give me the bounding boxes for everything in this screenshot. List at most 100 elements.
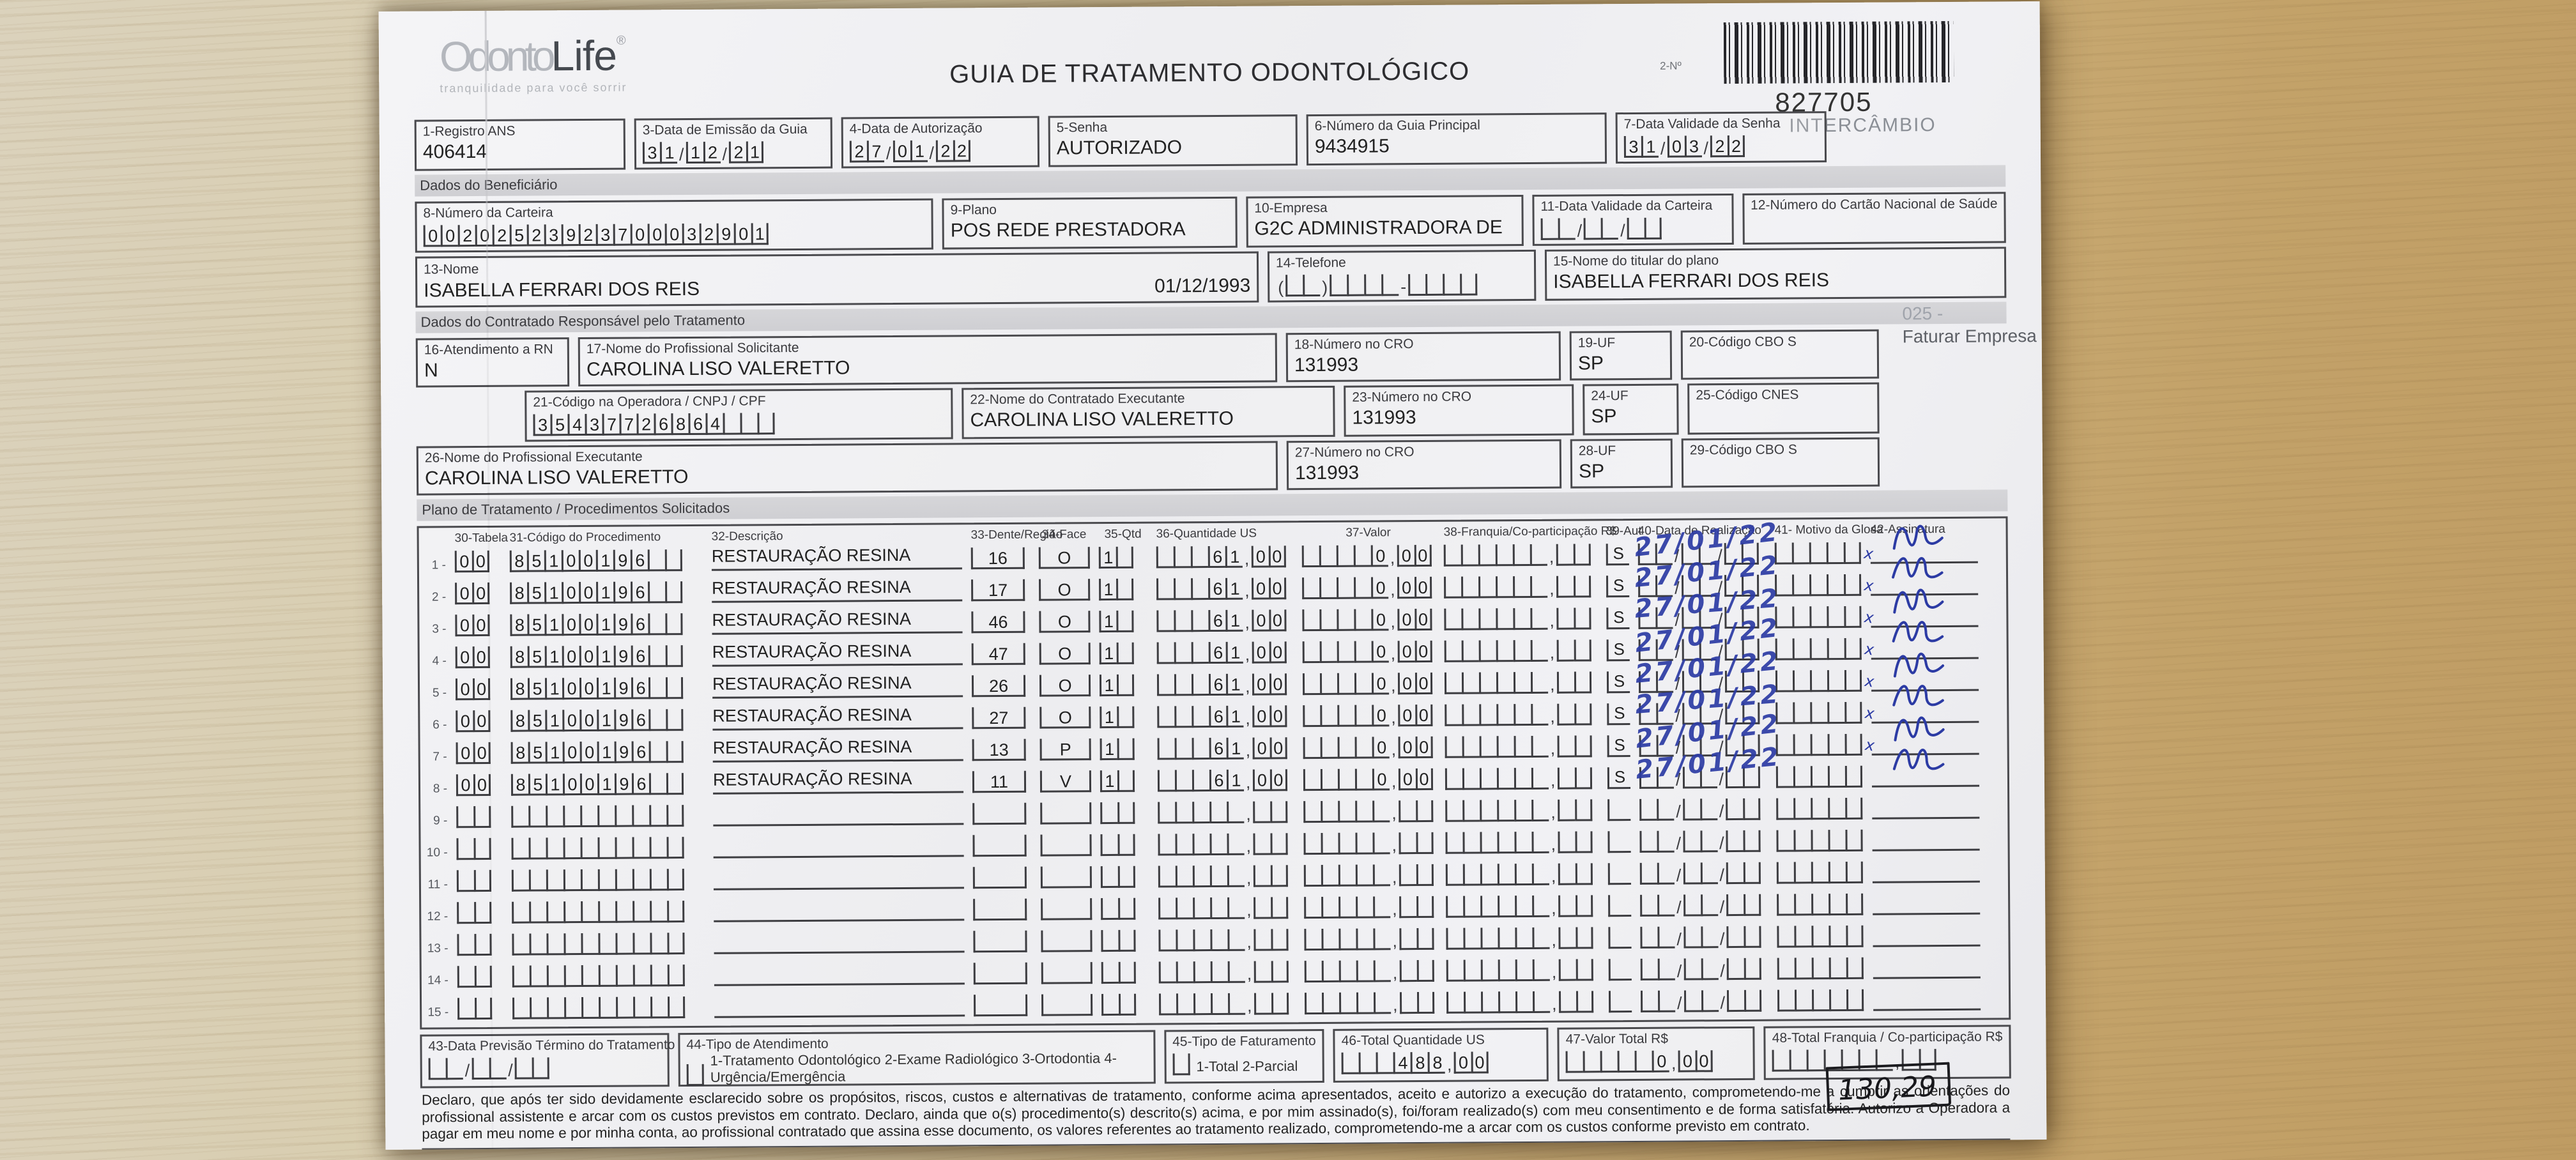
comb-cell (1337, 641, 1354, 663)
comb-cell: 0 (1414, 640, 1432, 663)
comb-cell: 0 (472, 614, 490, 637)
comb-cell: 2 (935, 140, 954, 162)
comb-separator: / (1676, 866, 1682, 885)
comb-cell (564, 933, 581, 956)
comb-cell (1809, 542, 1827, 565)
comb-cell (1573, 544, 1591, 566)
assinatura-line (1872, 793, 1980, 820)
field-titular-plano: 15-Nome do titular do plano ISABELLA FER… (1544, 247, 2007, 301)
comb-cell: 5 (527, 582, 545, 604)
data-realizacao-comb: / / (1640, 958, 1768, 981)
comb-cell (1271, 961, 1289, 983)
comb-cell: P (1039, 738, 1091, 761)
comb-cell (972, 802, 1027, 825)
franquia-comb: , (1446, 991, 1600, 1014)
comb-cell (1227, 897, 1245, 919)
face-comb (1041, 994, 1093, 1016)
comb-cell (1381, 274, 1399, 296)
comb-separator: , (1246, 900, 1252, 920)
comb-cell (1644, 217, 1662, 240)
comb-cell (1743, 830, 1761, 852)
assinatura-line (1872, 825, 1980, 851)
comb-cell (1338, 928, 1356, 950)
comb-cell (514, 1057, 532, 1080)
comb-cell (632, 869, 650, 891)
comb-cell (1337, 736, 1355, 759)
comb-cell (1399, 928, 1417, 950)
signature-scribble-icon (1894, 716, 1945, 742)
comb-cell: 3 (533, 414, 551, 436)
comb-cell: 0 (1268, 609, 1287, 632)
comb-cell (1495, 544, 1513, 567)
comb-cell (1478, 544, 1496, 567)
dente-comb: 16 (970, 547, 1030, 570)
comb-separator: , (1245, 772, 1251, 792)
comb-cell (632, 965, 650, 987)
row-number: 6 - (433, 718, 447, 732)
procedure-row: 15 -,,, / / (427, 984, 2001, 1020)
comb-cell: 2 (699, 223, 717, 245)
comb-cell (1319, 577, 1337, 599)
comb-cell (1303, 768, 1321, 791)
comb-cell (1497, 800, 1515, 822)
comb-cell (597, 837, 615, 859)
comb-cell: 3 (544, 224, 562, 247)
face-comb: O (1039, 579, 1091, 601)
tabela-comb (456, 837, 502, 860)
assinatura-line (1871, 588, 1979, 628)
comb-cell: 0 (1371, 609, 1389, 631)
comb-cell (666, 869, 684, 891)
comb-cell (563, 869, 581, 892)
comb-cell (1461, 576, 1479, 599)
field-senha: 5-Senha AUTORIZADO (1048, 114, 1298, 167)
comb-separator: / (1719, 834, 1724, 853)
comb-cell (1416, 896, 1434, 919)
comb-separator: , (1390, 612, 1396, 632)
comb-cell: 1 (1100, 738, 1117, 761)
comb-separator: / (929, 143, 935, 163)
comb-cell: 9 (613, 581, 631, 604)
field-cro-18: 18-Número no CRO 131993 (1285, 331, 1561, 383)
procedure-row: 11 -,,, / / (426, 857, 2000, 892)
comb-cell (1253, 897, 1271, 919)
comb-cell (1444, 608, 1462, 630)
valor-comb: , (1303, 832, 1436, 855)
comb-cell (1827, 637, 1844, 660)
motivo-glosa-comb (1777, 957, 1864, 980)
comb-separator: , (1392, 931, 1398, 951)
comb-cell (1118, 929, 1136, 952)
comb-cell (473, 805, 491, 828)
comb-cell (1416, 959, 1434, 982)
comb-cell: 3 (1623, 135, 1642, 158)
comb-cell (1253, 929, 1271, 951)
field-nome: 13-Nome ISABELLA FERRARI DOS REIS 01/12/… (415, 251, 1259, 308)
comb-cell: 1 (1641, 135, 1659, 158)
comb-cell (1304, 896, 1322, 919)
comb-cell (1041, 994, 1093, 1016)
franquia-comb: , (1445, 863, 1599, 886)
comb-cell: 9 (614, 773, 632, 795)
aut-value (1607, 831, 1631, 853)
comb-cell (1338, 992, 1357, 1014)
tabela-comb (456, 805, 502, 828)
face-comb (1040, 802, 1092, 825)
qtd-comb: 1 (1098, 546, 1147, 569)
comb-cell: 3 (642, 142, 661, 164)
comb-cell (1320, 705, 1338, 727)
dentist-stamp-51: Dra. Carolina Liso Valeretto Cirurgiã De… (1043, 1147, 1327, 1150)
comb-cell (1573, 607, 1591, 630)
qtd-comb: 1 (1100, 706, 1148, 729)
field-cnes-25: 25-Código CNES (1687, 382, 1880, 435)
comb-cell (1372, 832, 1390, 855)
comb-cell (1498, 959, 1515, 982)
comb-cell (648, 581, 666, 604)
comb-cell: 0 (1414, 544, 1432, 567)
comb-cell (489, 1057, 507, 1080)
comb-separator: / (678, 145, 684, 165)
field-telefone: 14-Telefone () - (1267, 249, 1537, 303)
comb-cell: 0 (473, 742, 491, 765)
comb-cell (1175, 866, 1193, 888)
